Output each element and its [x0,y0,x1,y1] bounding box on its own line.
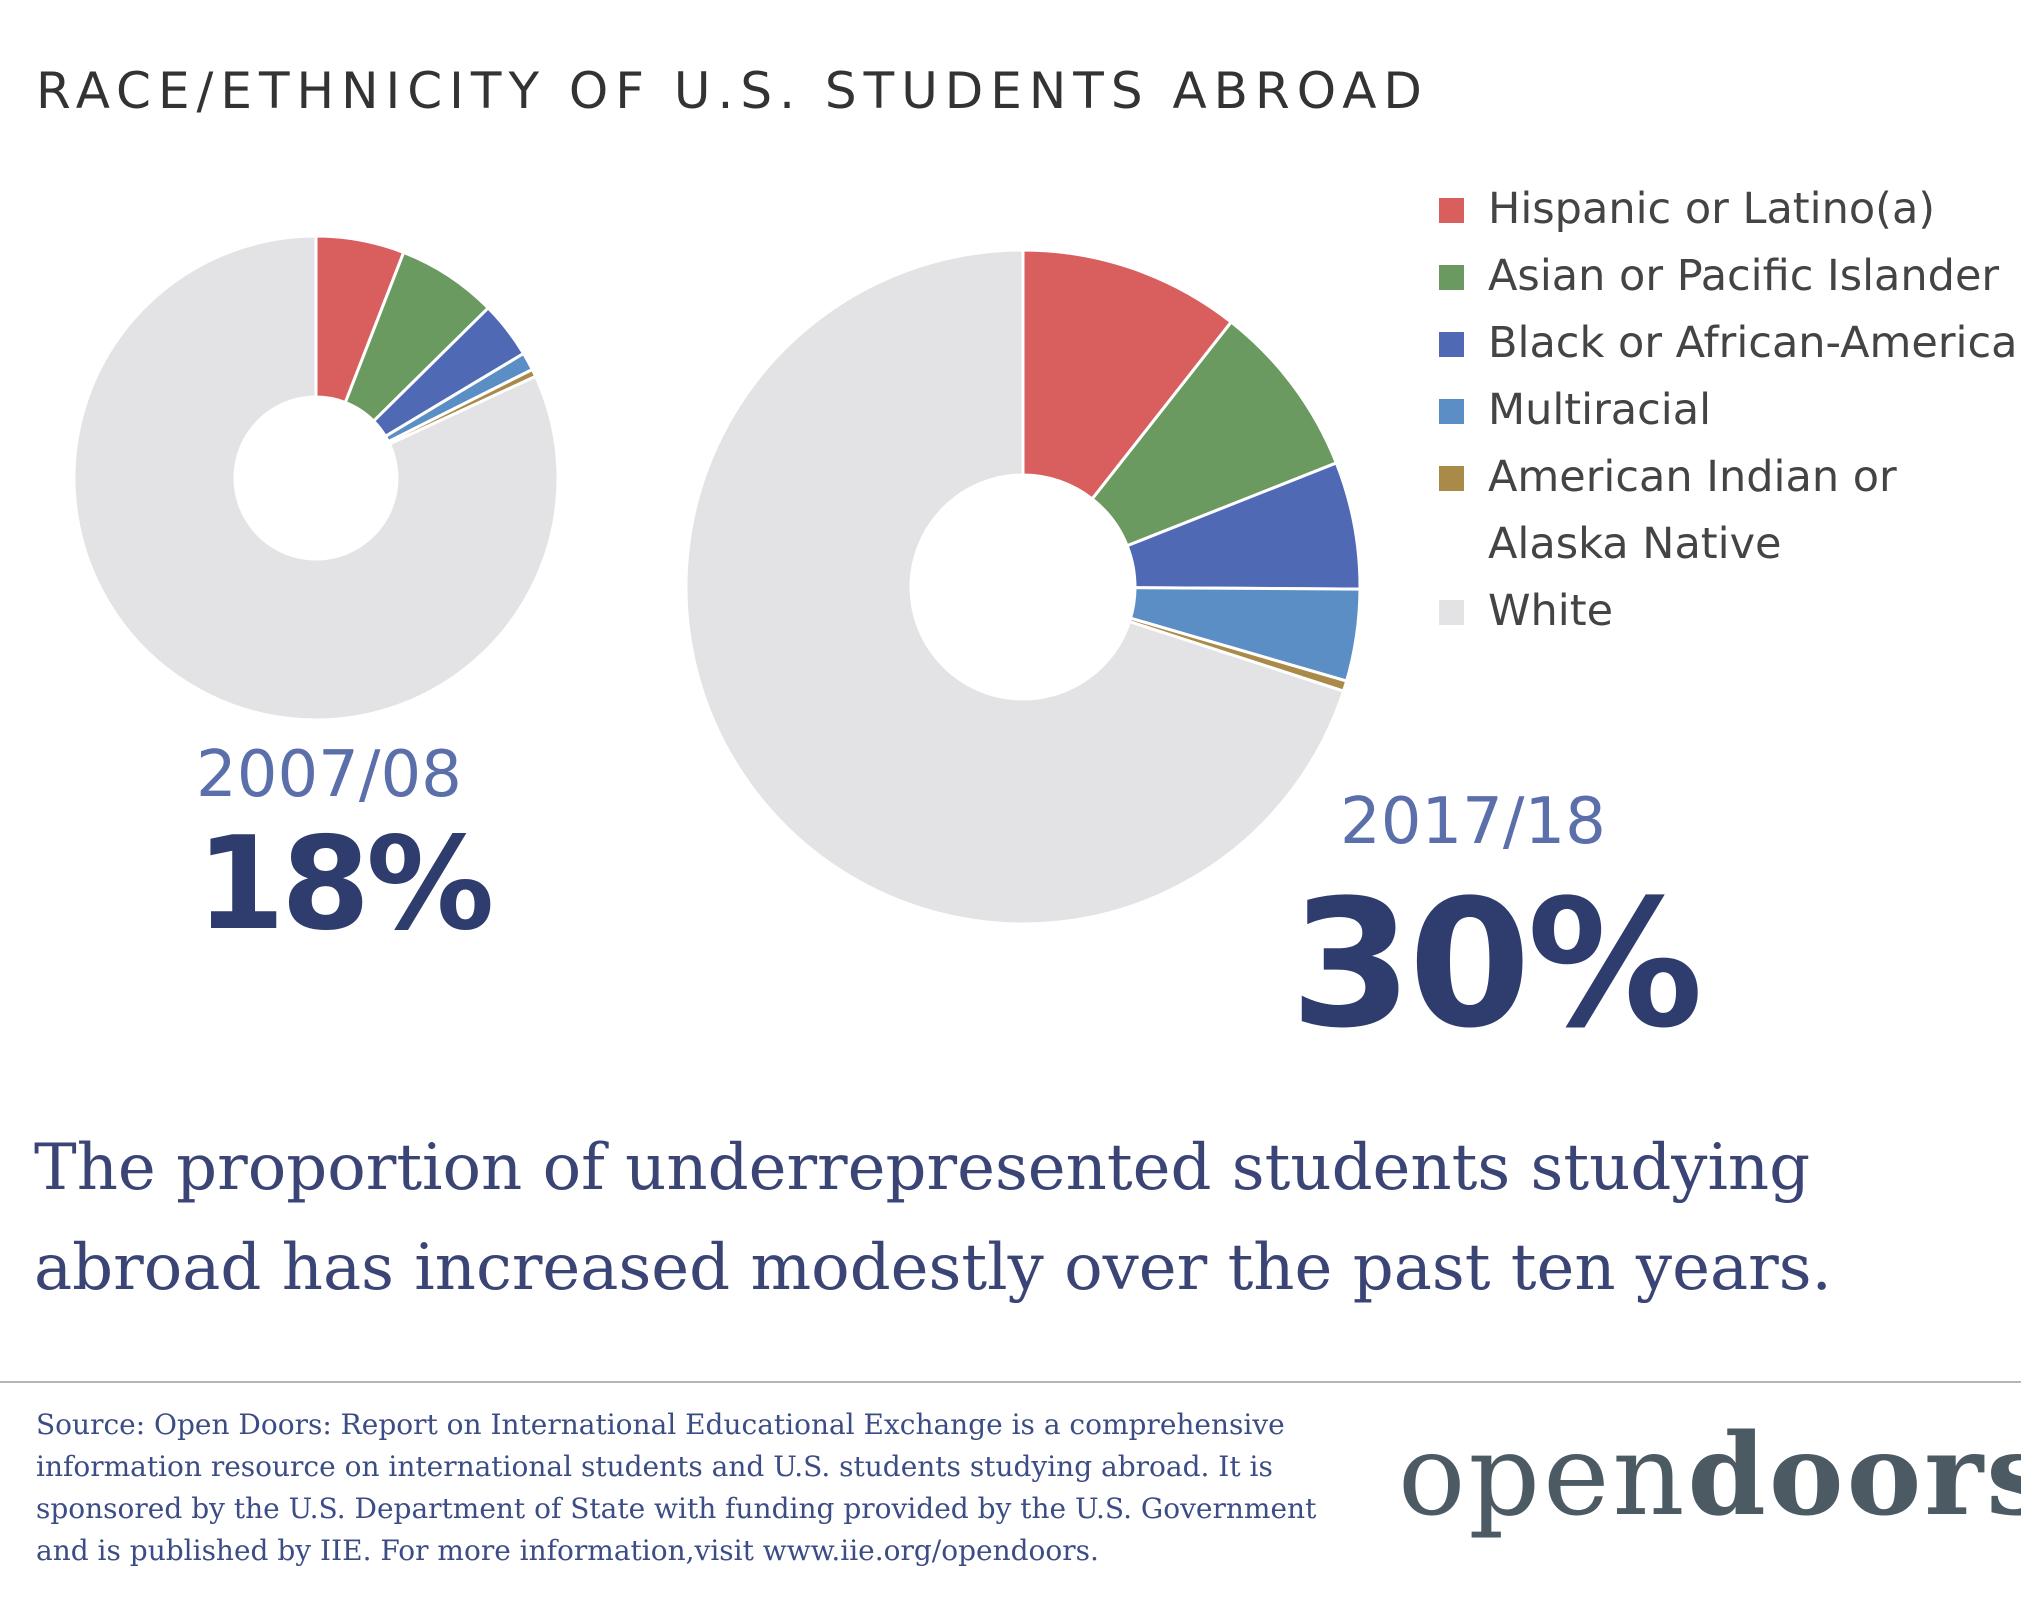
legend-label: Asian or Pacific Islander [1488,251,2000,301]
legend-label: Black or African-American [1488,318,2021,368]
percent-label-2007-08: 18% [196,810,494,959]
legend-label: Multiracial [1488,385,1712,435]
slice-white [684,248,1346,926]
legend-swatch [1439,399,1464,424]
legend-swatch [1439,466,1464,491]
chart-title: RACE/ETHNICITY OF U.S. STUDENTS ABROAD [36,62,1429,120]
slice-hispanic-or-latino-a [1021,248,1234,502]
footer-divider [0,1381,2021,1383]
legend-swatch [1439,198,1464,223]
donut-chart-2017-18 [684,248,1362,926]
donut-chart-2007-08 [72,234,560,722]
legend-label: American Indian or Alaska Native [1488,452,1897,569]
summary-text: The proportion of underrepresented stude… [34,1131,1832,1305]
year-label-2017-18: 2017/18 [1340,785,1606,859]
legend-swatch [1439,600,1464,625]
percent-label-2017-18: 30% [1290,862,1703,1067]
year-label-2007-08: 2007/08 [196,738,462,812]
slice-white [72,234,560,722]
opendoors-logo: opendoors® [1398,1410,2021,1541]
slice-asian-or-pacific-islander [1090,319,1339,548]
source-note: Source: Open Doors: Report on Internatio… [36,1408,1317,1567]
legend-label: Hispanic or Latino(a) [1488,184,1936,234]
legend-label: White [1488,586,1614,636]
logo-text-bold: doors [1687,1410,2021,1541]
logo-text-light: open [1398,1411,1688,1541]
legend-swatch [1439,332,1464,357]
legend-swatch [1439,265,1464,290]
